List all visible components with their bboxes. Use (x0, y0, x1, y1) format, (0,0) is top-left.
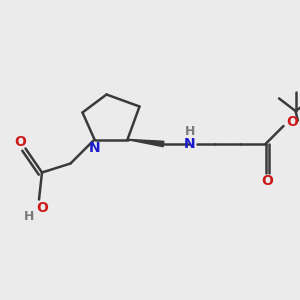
Text: H: H (184, 125, 195, 139)
Polygon shape (128, 140, 164, 147)
Text: N: N (89, 141, 100, 155)
Text: O: O (36, 201, 48, 215)
Text: O: O (14, 136, 26, 149)
Text: N: N (184, 137, 195, 151)
Text: O: O (286, 116, 298, 129)
Text: O: O (261, 174, 273, 188)
Text: H: H (24, 209, 34, 223)
